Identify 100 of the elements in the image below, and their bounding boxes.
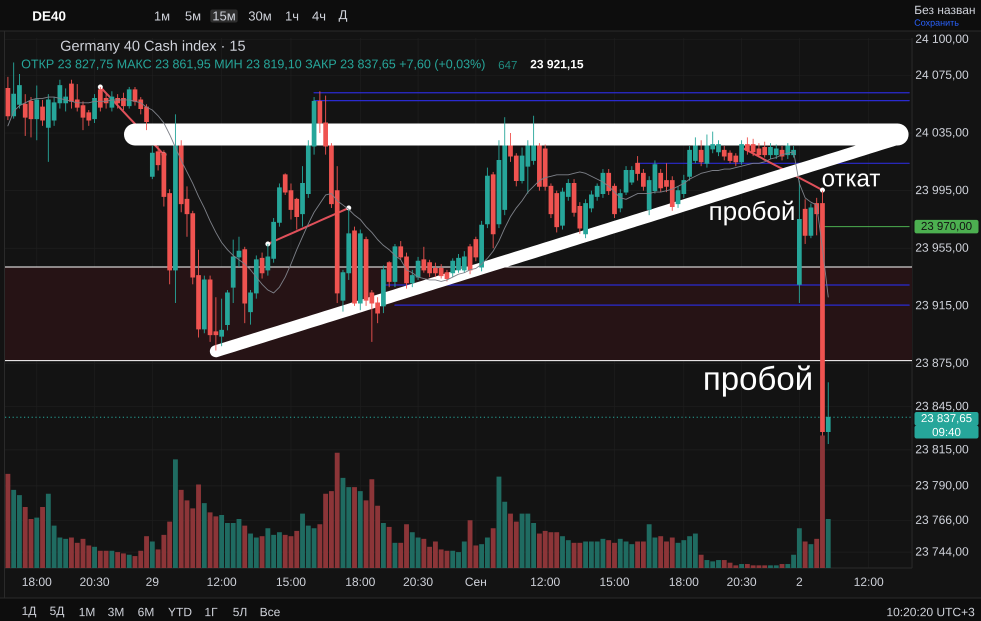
candlestick xyxy=(92,94,97,124)
x-tick-label: 12:00 xyxy=(208,578,236,586)
text: Все xyxy=(260,608,280,616)
candlestick xyxy=(352,226,357,306)
x-tick-label: 15:00 xyxy=(600,578,630,586)
x-tick-label: 18:00 xyxy=(22,578,52,586)
bar xyxy=(173,459,178,568)
candlestick xyxy=(386,260,392,288)
bar xyxy=(352,487,357,568)
candlestick xyxy=(150,146,155,180)
y-tick-label: 23 766,00 xyxy=(916,516,968,526)
candlestick xyxy=(698,140,704,167)
text: 4ч xyxy=(312,12,326,20)
candlestick xyxy=(219,298,224,347)
text: 5Л xyxy=(233,608,246,616)
y-tick-label: 23 915,00 xyxy=(916,300,968,311)
y-tick-label: 23 875,00 xyxy=(916,358,968,368)
text: Сохранить xyxy=(914,19,959,28)
candlestick xyxy=(808,203,814,239)
bar xyxy=(126,554,132,568)
y-tick-label: 23 790,00 xyxy=(916,480,968,491)
y-tick-label: 23 845,00 xyxy=(916,402,968,412)
annotation: пробой xyxy=(710,200,794,226)
candlestick xyxy=(739,140,744,166)
x-tick-label: 2 xyxy=(796,578,802,586)
candlestick xyxy=(479,220,484,272)
bar xyxy=(808,544,814,568)
ref-line-label: 23 837,65 xyxy=(922,414,972,424)
candlestick xyxy=(485,167,490,229)
chart-title: Germany 40 Cash index · 15 xyxy=(60,40,245,54)
bar xyxy=(34,518,40,568)
candlestick xyxy=(381,265,386,314)
candlestick xyxy=(802,198,808,244)
text: DE40 xyxy=(33,11,66,21)
text: 1м xyxy=(154,12,170,20)
y-tick-label: 23 995,00 xyxy=(916,186,968,196)
candlestick xyxy=(225,290,230,331)
y-tick-label: 23 815,00 xyxy=(916,444,968,455)
y-tick-label: 24 100,00 xyxy=(916,34,968,44)
x-tick-label: 20:30 xyxy=(404,578,433,586)
bar xyxy=(242,526,248,568)
bar xyxy=(380,522,386,568)
text: 5Д xyxy=(50,606,64,618)
candlestick xyxy=(260,252,264,279)
candlestick xyxy=(202,275,207,334)
x-tick-label: 29 xyxy=(146,578,158,586)
candlestick xyxy=(490,171,496,249)
candlestick xyxy=(392,243,398,288)
bar xyxy=(392,542,398,568)
annotation: 23 921,15 xyxy=(530,60,584,70)
text: 1Д xyxy=(22,606,36,618)
bar xyxy=(698,554,704,568)
bar xyxy=(780,564,784,568)
x-tick-label: 20:30 xyxy=(80,578,110,586)
bar xyxy=(826,518,831,568)
text: 3М xyxy=(108,608,124,616)
y-tick-label: 23 955,00 xyxy=(916,243,968,254)
annotation: откат xyxy=(822,173,880,187)
candlestick xyxy=(34,85,40,141)
bar xyxy=(386,526,392,568)
text: YTD xyxy=(168,608,192,616)
bar xyxy=(358,491,363,568)
x-tick-label: 18:00 xyxy=(346,578,375,586)
candlestick xyxy=(173,114,178,304)
text: 09:40 xyxy=(932,428,960,436)
series-label: 23 970,00 xyxy=(922,222,972,232)
bar xyxy=(109,550,114,568)
text: 1М xyxy=(80,608,94,616)
bar xyxy=(92,546,97,568)
bar xyxy=(802,542,808,568)
bar xyxy=(40,507,45,568)
text: Д xyxy=(338,10,348,22)
text: 1Г xyxy=(205,608,218,616)
candlestick xyxy=(6,76,10,121)
text: 1ч xyxy=(286,12,298,20)
text: 30м xyxy=(248,11,271,21)
bar xyxy=(739,564,744,568)
text: 6М xyxy=(138,608,154,616)
bar xyxy=(260,536,265,568)
y-tick-label: 24 035,00 xyxy=(916,128,968,138)
annotation: пробой xyxy=(705,365,811,397)
x-tick-label: 12:00 xyxy=(854,578,884,586)
x-tick-label: 15:00 xyxy=(276,578,306,586)
y-tick-label: 23 744,00 xyxy=(916,547,968,558)
bar xyxy=(202,503,207,568)
text: 5м xyxy=(185,11,200,21)
x-tick-label: Сен xyxy=(465,578,486,586)
x-tick-label: 18:00 xyxy=(670,578,698,586)
text: Без назван xyxy=(915,6,975,14)
bar xyxy=(490,528,496,568)
y-tick-label: 24 075,00 xyxy=(916,70,968,80)
text: ОТКР 23 827,75 МАКС 23 861,95 МИН 23 819,10 ЗАКР 23 837,65 +7,60 (+0,03%) xyxy=(22,59,485,71)
candlestick xyxy=(797,180,802,304)
bar xyxy=(5,474,10,568)
x-tick-label: 12:00 xyxy=(531,578,560,586)
annotation: 647 xyxy=(498,60,517,70)
text: 10:20:20 UTC+3 xyxy=(887,608,974,616)
candlestick xyxy=(40,99,45,126)
text: 15м xyxy=(213,11,235,21)
bar xyxy=(150,542,155,568)
